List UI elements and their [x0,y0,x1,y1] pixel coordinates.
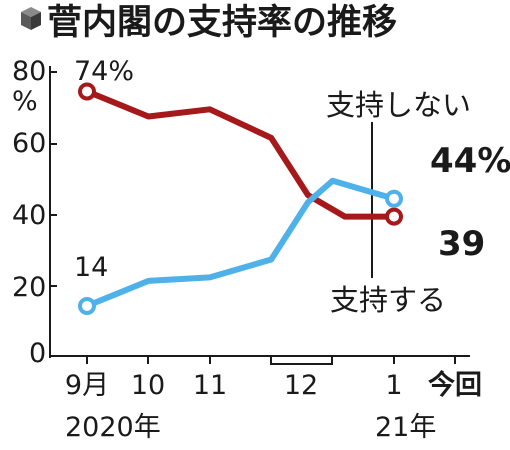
marker-nonsupport-end [385,207,403,226]
y-tick-20: 20 [12,272,46,303]
y-tick-80: 80 [12,56,46,87]
december-range-bracket [270,356,333,365]
x-label-latest: 今回 [428,369,482,401]
y-axis-ticks [50,71,57,287]
series-line-support [84,177,397,309]
y-tick-0: 0 [29,338,46,369]
x-label-dec: 12 [284,370,318,401]
x-year-2020: 2020年 [65,412,161,443]
x-label-nov: 11 [193,370,227,401]
x-axis-ticks [86,356,456,364]
x-year-2021: 21年 [375,412,436,443]
marker-support-end [385,189,403,208]
marker-support-start [78,296,96,315]
y-unit-label: % [12,86,38,117]
x-label-oct: 10 [131,370,165,401]
y-tick-60: 60 [12,128,46,159]
series-line-nonsupport [84,88,397,220]
series-name-support: 支持する [330,283,446,317]
marker-nonsupport-start [78,82,96,101]
series-name-nonsupport: 支持しない [326,88,471,122]
series-markers [78,82,403,315]
x-label-sep: 9月 [65,370,109,401]
cube-icon [21,7,41,30]
y-tick-40: 40 [12,200,46,231]
value-label-nonsupport-start: 74% [74,56,134,87]
x-label-jan: 1 [385,370,402,401]
value-label-support-start: 14 [74,252,108,283]
value-label-support-end: 44% [430,141,510,181]
chart-title: 菅内閣の支持率の推移 [47,3,397,43]
value-label-nonsupport-end: 39 [438,224,485,264]
